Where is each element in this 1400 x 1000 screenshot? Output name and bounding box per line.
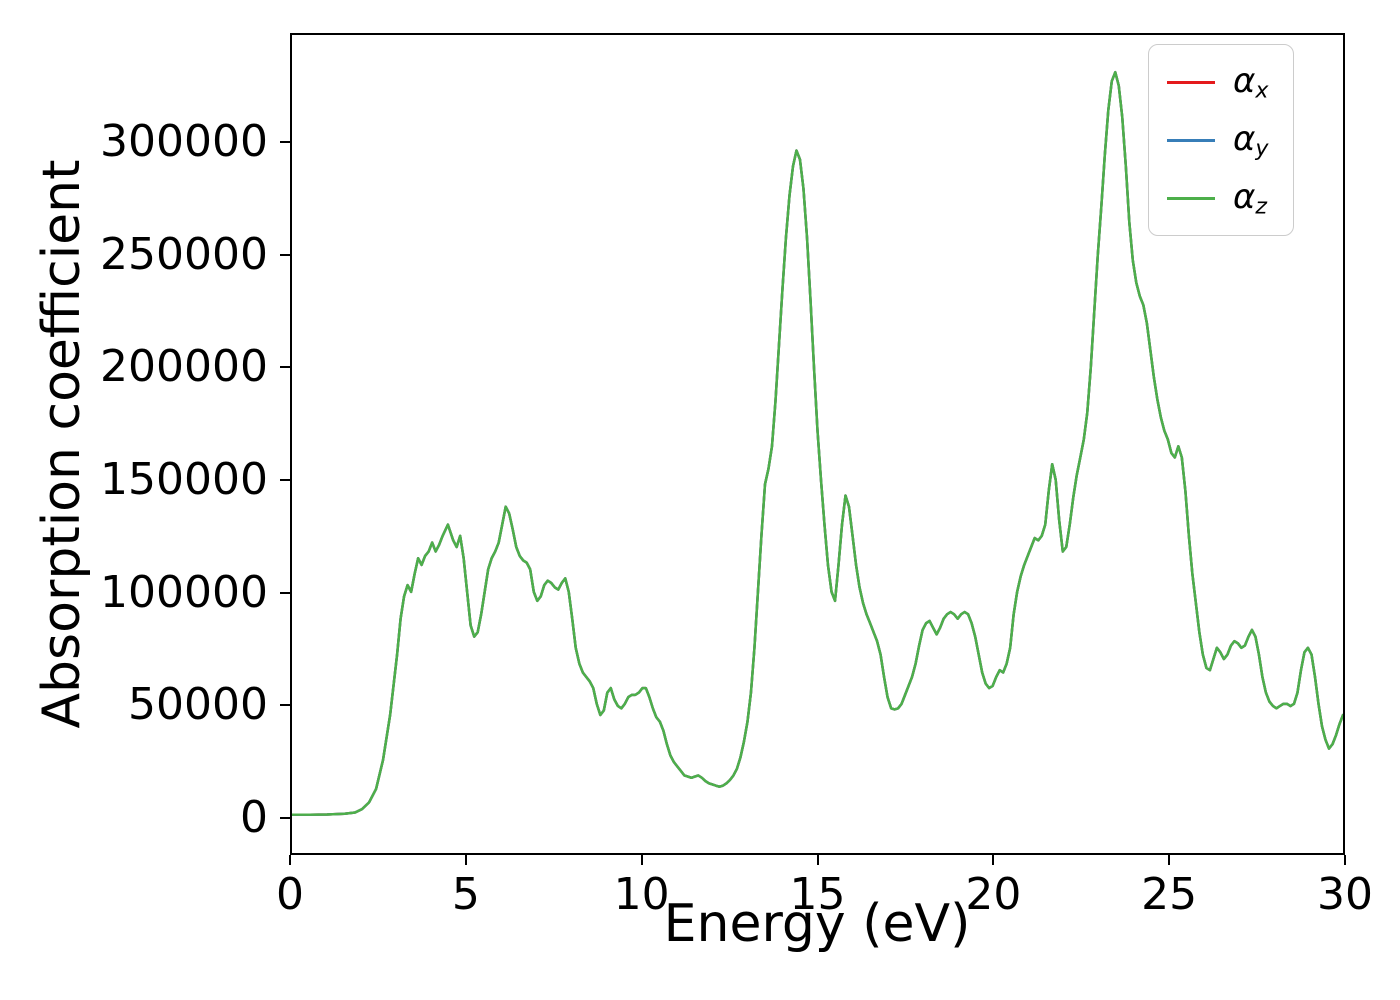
legend-label-alpha-x: αx xyxy=(1233,60,1269,104)
x-tick-mark-0 xyxy=(289,855,291,865)
legend-entry-alpha-z: αz xyxy=(1167,173,1269,223)
y-tick-label-150000: 150000 xyxy=(100,454,268,505)
y-tick-mark-50000 xyxy=(280,704,290,707)
legend-label-alpha-z: αz xyxy=(1233,176,1268,220)
x-tick-mark-5 xyxy=(464,855,467,865)
y-tick-label-300000: 300000 xyxy=(100,116,268,168)
x-tick-label-30: 30 xyxy=(1317,869,1373,920)
x-tick-mark-15 xyxy=(816,855,819,865)
y-tick-mark-0 xyxy=(280,816,290,819)
x-tick-label-25: 25 xyxy=(1141,869,1198,920)
x-tick-mark-30 xyxy=(1344,855,1346,865)
y-tick-label-100000: 100000 xyxy=(100,566,268,618)
x-tick-label-15: 15 xyxy=(789,869,846,920)
legend-line-sample-alpha-x xyxy=(1167,80,1215,84)
plot-svg xyxy=(292,70,1343,816)
legend-entry-alpha-x: αx xyxy=(1167,57,1269,107)
y-tick-mark-250000 xyxy=(280,253,290,256)
y-tick-label-250000: 250000 xyxy=(100,228,268,280)
x-tick-label-0: 0 xyxy=(276,869,304,920)
y-tick-mark-150000 xyxy=(280,479,290,481)
y-tick-label-50000: 50000 xyxy=(128,679,268,731)
legend-entry-alpha-y: αy xyxy=(1167,115,1269,165)
x-tick-mark-20 xyxy=(992,855,995,865)
x-tick-label-10: 10 xyxy=(613,869,670,920)
y-tick-mark-300000 xyxy=(280,141,290,144)
x-tick-label-5: 5 xyxy=(451,869,480,920)
y-tick-label-200000: 200000 xyxy=(100,341,268,393)
x-tick-label-20: 20 xyxy=(965,869,1022,920)
legend-line-sample-alpha-y xyxy=(1167,138,1215,142)
x-axis-label: Energy (eV) xyxy=(663,894,971,954)
series-line-alpha_z xyxy=(292,70,1343,816)
legend: αx αy αz xyxy=(1148,44,1294,236)
y-tick-mark-200000 xyxy=(280,366,290,369)
legend-line-sample-alpha-z xyxy=(1167,196,1215,200)
y-tick-mark-100000 xyxy=(280,591,290,594)
legend-label-alpha-y: αy xyxy=(1233,118,1269,162)
x-tick-mark-10 xyxy=(640,855,643,865)
y-tick-label-0: 0 xyxy=(240,791,268,843)
x-tick-mark-25 xyxy=(1168,855,1171,865)
